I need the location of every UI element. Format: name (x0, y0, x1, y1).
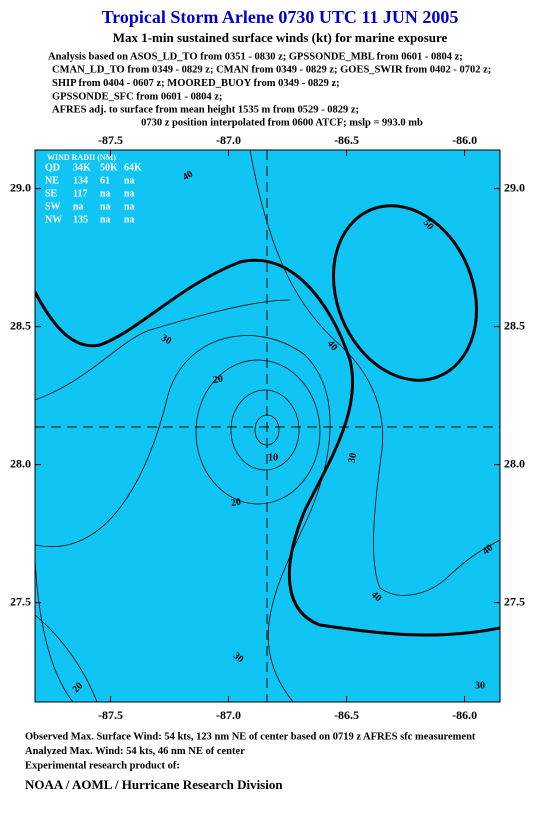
radii-cell: 135 (73, 214, 88, 225)
contour-label: 20 (230, 497, 242, 510)
radii-cell: SE (45, 188, 58, 199)
x-tick-label: -87.0 (216, 708, 241, 722)
contour-label: 30 (347, 452, 360, 464)
contour-label: 30 (475, 680, 485, 691)
x-tick-label: -87.0 (216, 133, 241, 147)
analysis-line: GPSSONDE_SFC from 0601 - 0804 z; (52, 91, 222, 102)
radii-cell: NW (45, 214, 62, 225)
y-tick-label: 28.5 (504, 318, 525, 332)
radii-cell: na (124, 175, 135, 186)
x-tick-label: -86.5 (334, 133, 359, 147)
analysis-line: SHIP from 0404 - 0607 z; MOORED_BUOY fro… (52, 78, 340, 89)
radii-cell: 61 (100, 175, 110, 186)
y-tick-label: 29.0 (504, 180, 525, 194)
radii-cell: na (124, 201, 135, 212)
x-tick-label: -86.0 (452, 133, 477, 147)
footer-line: Experimental research product of: (25, 760, 180, 771)
radii-cell: NE (45, 175, 59, 186)
radii-header: 50K (100, 162, 118, 173)
analysis-line: CMAN_LD_TO from 0349 - 0829 z; CMAN from… (52, 65, 491, 76)
contour-label: 10 (268, 452, 278, 463)
analysis-line: Analysis based on ASOS_LD_TO from 0351 -… (48, 51, 463, 62)
x-tick-label: -86.0 (452, 708, 477, 722)
radii-cell: na (100, 214, 111, 225)
radii-cell: na (100, 188, 111, 199)
radii-cell: na (124, 214, 135, 225)
radii-cell: SW (45, 201, 61, 212)
analysis-line: AFRES adj. to surface from mean height 1… (52, 105, 359, 116)
credit: NOAA / AOML / Hurricane Research Divisio… (25, 777, 283, 792)
contour-label: 30 (159, 333, 173, 348)
footer-line: Observed Max. Surface Wind: 54 kts, 123 … (25, 731, 476, 742)
subtitle: Max 1-min sustained surface winds (kt) f… (113, 30, 448, 45)
position-note: 0730 z position interpolated from 0600 A… (141, 117, 423, 128)
y-tick-label: 27.5 (504, 594, 525, 608)
x-tick-label: -87.5 (98, 133, 123, 147)
y-tick-label: 28.0 (504, 456, 525, 470)
radii-header: QD (45, 162, 60, 173)
title: Tropical Storm Arlene 0730 UTC 11 JUN 20… (102, 7, 459, 27)
contour-label: 20 (212, 374, 224, 387)
contour-label: 40 (181, 169, 195, 184)
y-tick-label: 28.0 (10, 456, 31, 470)
y-tick-label: 29.0 (10, 180, 31, 194)
radii-cell: na (124, 188, 135, 199)
x-tick-label: -87.5 (98, 708, 123, 722)
radii-header: 64K (124, 162, 142, 173)
radii-cell: na (100, 201, 111, 212)
radii-cell: 117 (73, 188, 87, 199)
y-tick-label: 28.5 (10, 318, 31, 332)
y-tick-label: 27.5 (10, 594, 31, 608)
radii-header: 34K (73, 162, 91, 173)
footer-line: Analyzed Max. Wind: 54 kts, 46 nm NE of … (25, 746, 245, 757)
radii-cell: 134 (73, 175, 88, 186)
radii-cell: na (73, 201, 84, 212)
x-tick-label: -86.5 (334, 708, 359, 722)
radii-title: WIND RADII (NM) (47, 153, 116, 162)
map-frame (34, 149, 501, 703)
